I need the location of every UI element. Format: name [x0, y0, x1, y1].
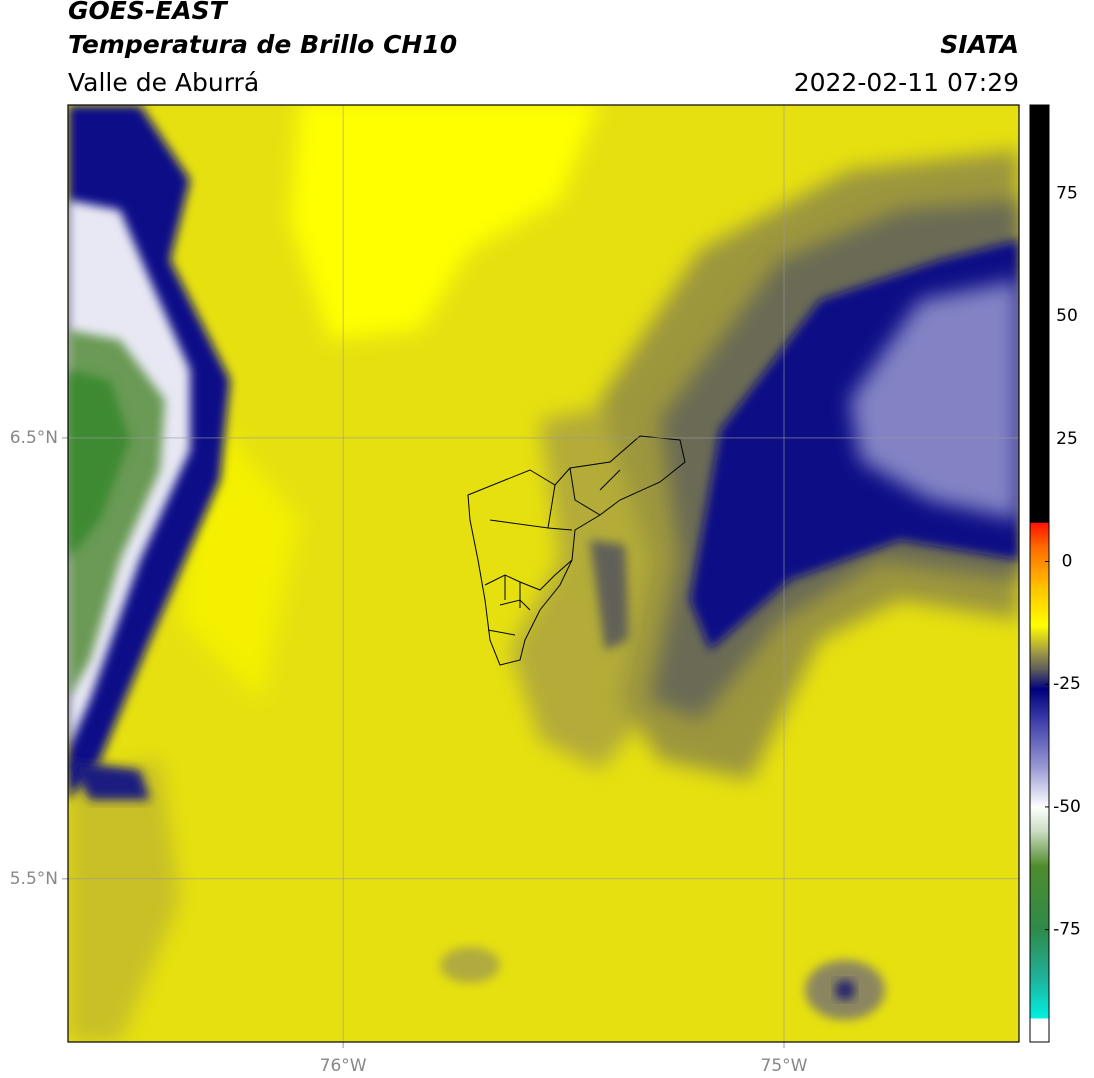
colorbar-tick-label: -50 — [1053, 797, 1081, 817]
colorbar-under — [1030, 1018, 1049, 1042]
colorbar-segment — [1030, 831, 1049, 867]
colorbar-segment — [1030, 546, 1049, 587]
imagery — [68, 105, 1019, 1042]
x-tick-label: 75°W — [761, 1056, 808, 1076]
colorbar-tick-label: 0 — [1062, 552, 1073, 572]
colorbar-segment — [1030, 586, 1049, 626]
source: SIATA — [940, 30, 1019, 59]
colorbar-segment — [1030, 669, 1049, 690]
subtitle: Temperatura de Brillo CH10 — [68, 30, 457, 59]
colorbar: 75 50 25 0 -25 -50 -75 — [1030, 105, 1081, 1042]
x-tick-label: 76°W — [320, 1056, 367, 1076]
y-tick-label: 5.5°N — [10, 869, 58, 889]
datetime: 2022-02-11 07:29 — [794, 68, 1019, 97]
colorbar-segment — [1030, 625, 1049, 651]
graticule: 76°W 75°W 6.5°N 5.5°N — [10, 105, 1019, 1076]
y-tick-label: 6.5°N — [10, 428, 58, 448]
region: Valle de Aburrá — [68, 68, 259, 97]
colorbar-segment — [1030, 929, 1049, 980]
colorbar-segment — [1030, 649, 1049, 670]
colorbar-segment — [1030, 105, 1049, 523]
colorbar-segment — [1030, 865, 1049, 931]
colorbar-segment — [1030, 978, 1049, 1019]
colorbar-tick-label: 75 — [1056, 183, 1078, 203]
colorbar-segment — [1030, 522, 1049, 548]
colorbar-segment — [1030, 767, 1049, 808]
colorbar-segment — [1030, 689, 1049, 720]
colorbar-tick-label: -25 — [1053, 674, 1081, 694]
colorbar-frame — [1029, 104, 1050, 1043]
municipality-outlines — [467, 435, 686, 666]
colorbar-tick-label: 25 — [1056, 429, 1078, 449]
colorbar-tick-label: -75 — [1053, 920, 1081, 940]
map-frame — [67, 104, 1020, 1043]
colorbar-segment — [1030, 806, 1049, 832]
title: GOES-EAST — [68, 0, 229, 25]
colorbar-segment — [1030, 718, 1049, 769]
colorbar-tick-label: 50 — [1056, 306, 1078, 326]
